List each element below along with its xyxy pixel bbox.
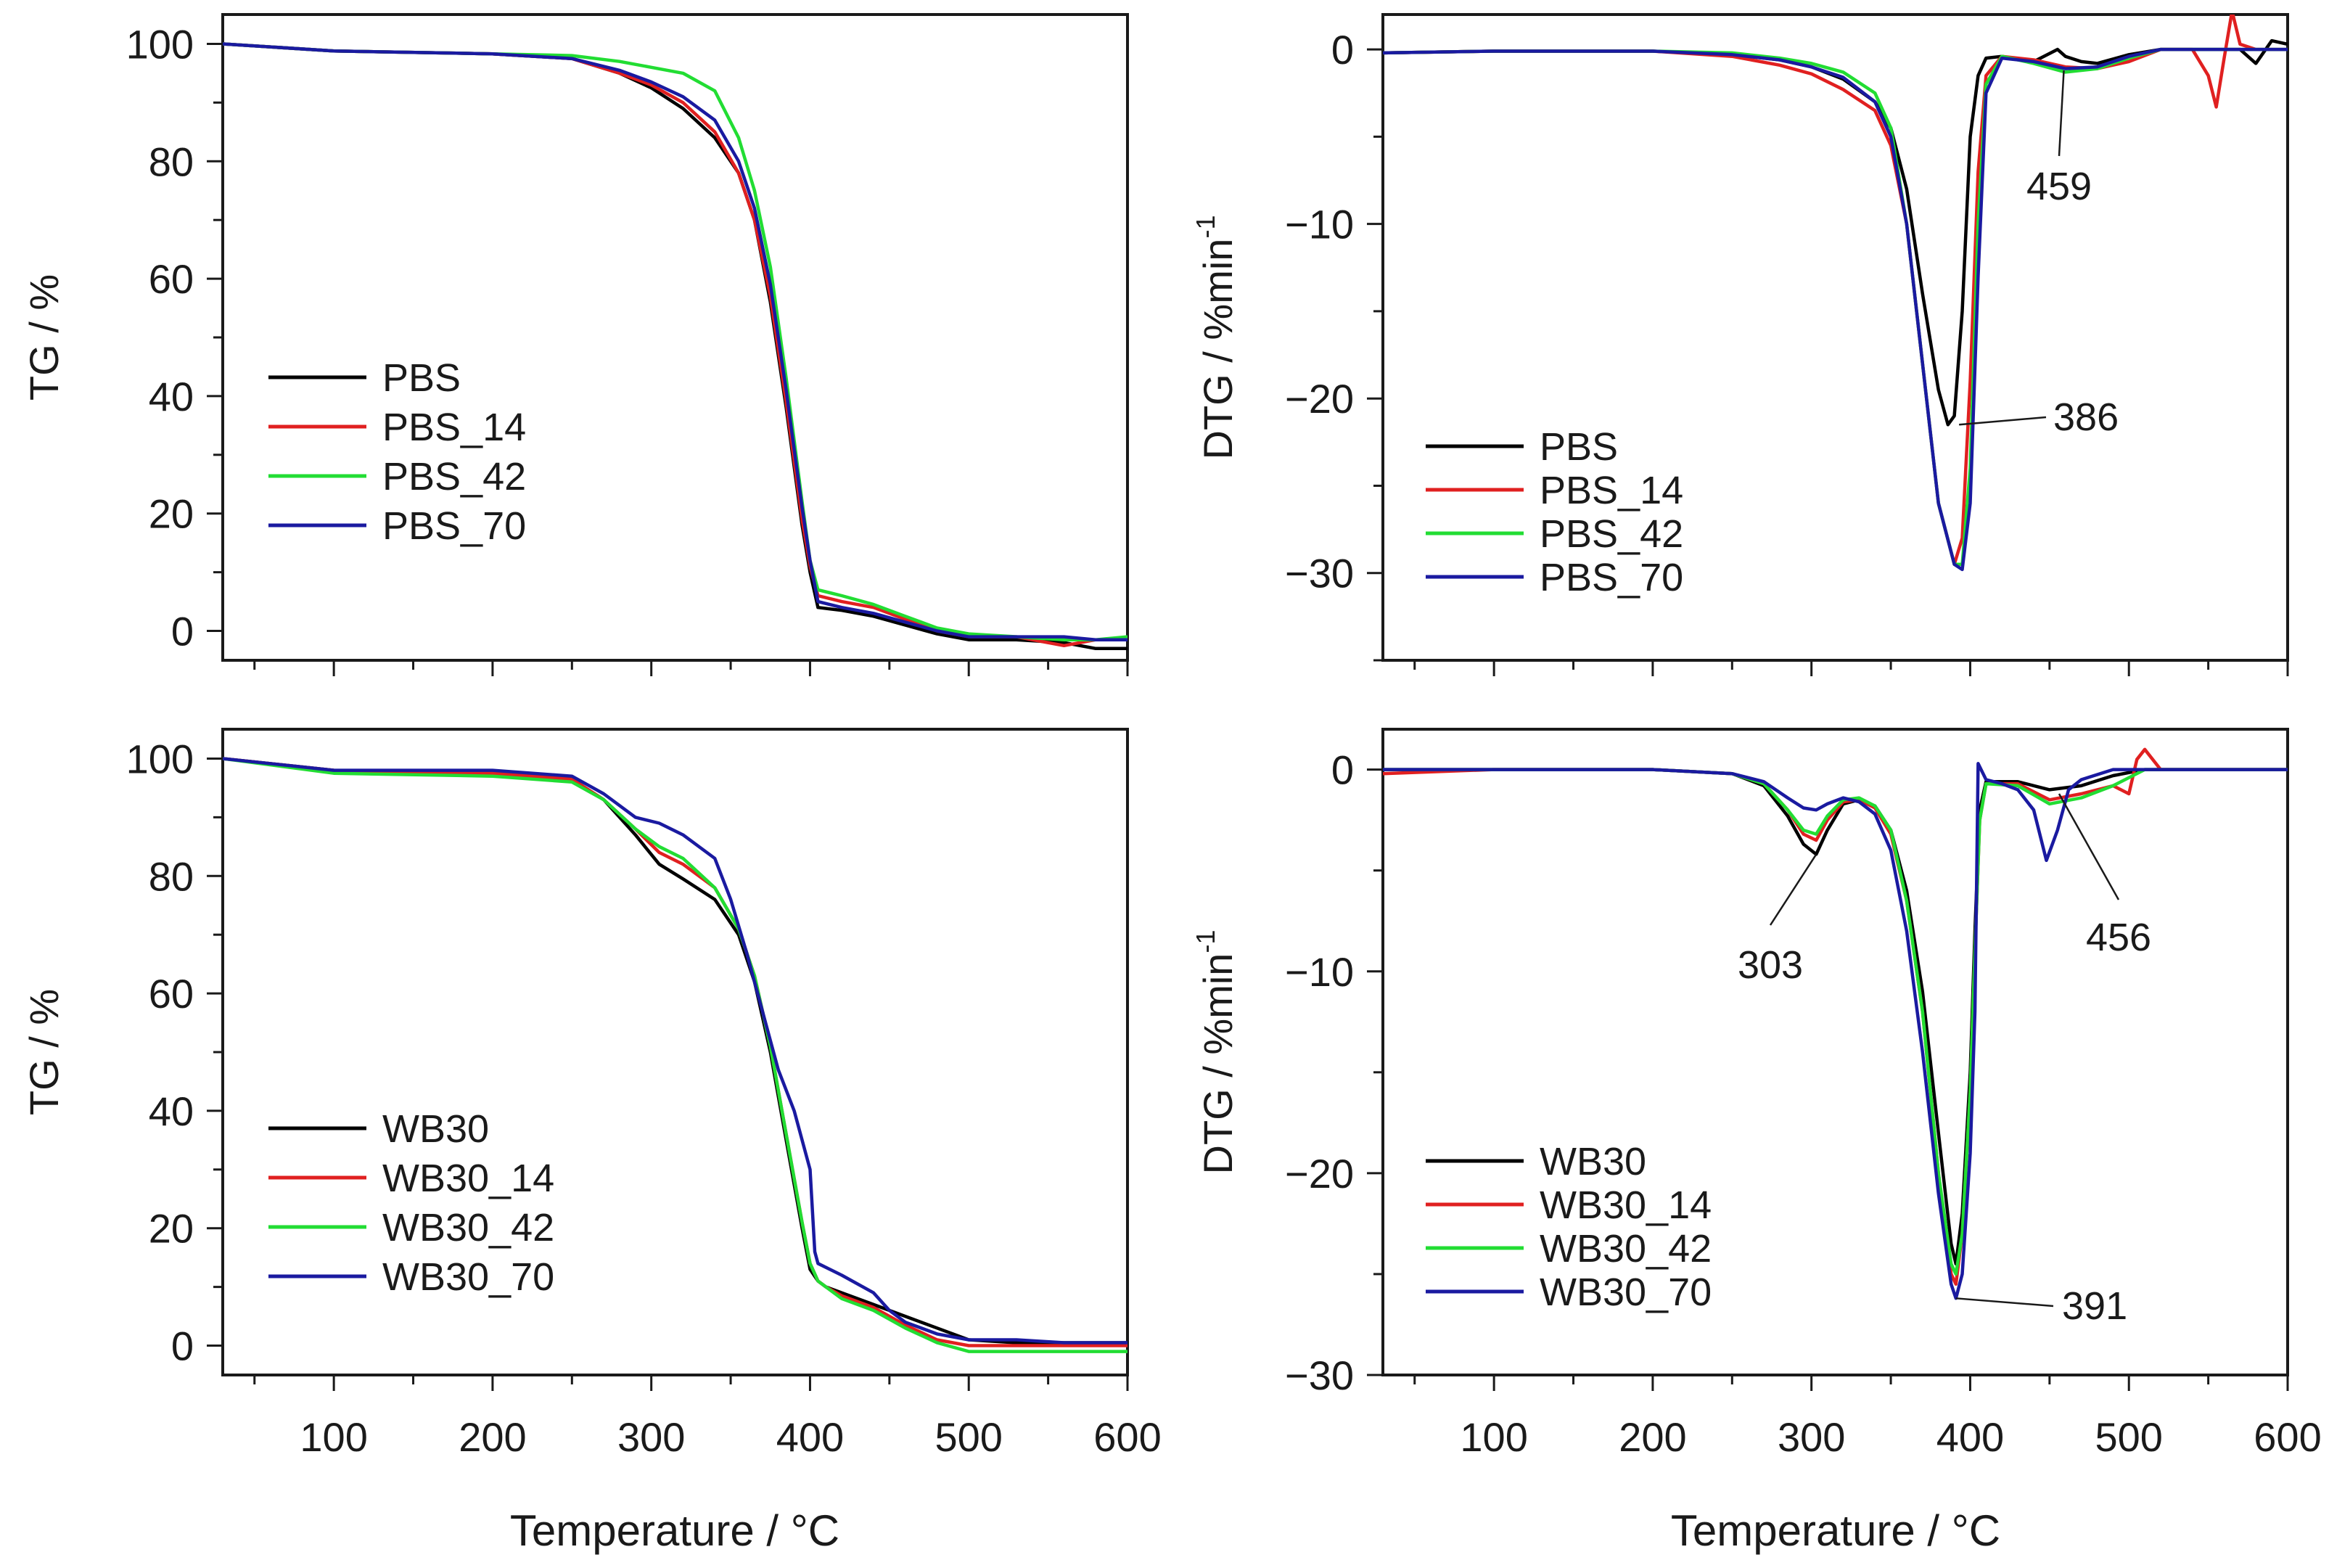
x-tick-label: 500 (2095, 1414, 2163, 1460)
series-line-pbs-14 (1383, 15, 2288, 566)
series-line-pbs-70 (223, 42, 1127, 641)
plot-frame (1381, 13, 2289, 662)
y-axis-label-main: DTG / %min (1195, 239, 1241, 460)
legend-label: PBS_42 (1540, 512, 1683, 556)
y-axis-label: TG / % (21, 274, 67, 401)
legend-label: WB30 (1540, 1140, 1646, 1183)
annotation-leader (2058, 70, 2065, 157)
peak-annotation: 303 (1738, 943, 1803, 987)
y-axis-label-main: DTG / %min (1195, 953, 1241, 1175)
legend-label: PBS_70 (382, 504, 526, 548)
legend-label: PBS_14 (1540, 469, 1683, 512)
y-tick-label: 60 (149, 256, 194, 302)
annotation-leader (1955, 1297, 2054, 1308)
y-tick-label: −10 (1285, 949, 1354, 995)
plot-frame (1381, 728, 2289, 1376)
y-tick-label: 0 (1331, 27, 1354, 73)
peak-annotation: 456 (2086, 916, 2151, 959)
y-axis-label: DTG / %min-1 (1191, 930, 1241, 1175)
y-tick-label: −30 (1285, 551, 1354, 596)
x-axis-label: Temperature / °C (1671, 1506, 2000, 1555)
x-tick-label: 200 (459, 1414, 526, 1460)
dtg-wb30-panel: DTG / %min-1 Temperature / °C 100 200 300 4… (1191, 728, 2322, 1555)
dtg-pbs-panel: DTG / %min-1 0 −10 −20 −30 PBSPBS_14PBS_42PB… (1191, 13, 2289, 676)
legend-label: WB30_14 (382, 1157, 554, 1200)
y-tick-label: −20 (1285, 1151, 1354, 1196)
plot-frame (221, 13, 1129, 662)
y-axis-label: DTG / %min-1 (1191, 216, 1241, 460)
series-line-pbs (223, 42, 1127, 651)
y-tick-label: 80 (149, 853, 194, 899)
x-tick-label: 400 (1936, 1414, 2004, 1460)
x-tick-label: 200 (1619, 1414, 1686, 1460)
series-line-wb30 (1383, 768, 2288, 1266)
x-tick-label: 500 (935, 1414, 1003, 1460)
x-tick-label: 400 (776, 1414, 844, 1460)
legend-label: PBS_14 (382, 406, 526, 449)
x-tick-label: 300 (617, 1414, 685, 1460)
legend-label: WB30 (382, 1107, 489, 1151)
series-line-pbs-70 (1383, 47, 2288, 572)
legend-label: PBS_70 (1540, 556, 1683, 599)
x-tick-label: 600 (2254, 1414, 2321, 1460)
x-axis-label: Temperature / °C (510, 1506, 839, 1555)
y-axis-label-superscript: -1 (1191, 930, 1220, 953)
x-tick-label: 300 (1778, 1414, 1845, 1460)
series-line-wb30-42 (1383, 768, 2288, 1276)
y-tick-label: 40 (149, 374, 194, 419)
y-tick-label: −30 (1285, 1352, 1354, 1398)
annotation-leader (1959, 416, 2047, 426)
peak-annotation: 459 (2026, 165, 2092, 208)
legend-label: WB30_42 (1540, 1227, 1712, 1271)
x-tick-label: 100 (300, 1414, 367, 1460)
series-line-wb30-14 (223, 757, 1127, 1347)
annotation-leader (2058, 793, 2120, 900)
y-tick-label: 100 (126, 21, 194, 67)
y-tick-label: 40 (149, 1088, 194, 1134)
y-tick-label: 20 (149, 1206, 194, 1252)
x-tick-label: 100 (1460, 1414, 1527, 1460)
series-line-pbs-42 (1383, 47, 2288, 566)
series-line-wb30-70 (1383, 762, 2288, 1300)
y-tick-label: 80 (149, 139, 194, 184)
legend-label: PBS_42 (382, 455, 526, 498)
annotation-leader (1769, 853, 1817, 926)
x-tick-label: 600 (1093, 1414, 1161, 1460)
series-line-pbs-14 (223, 42, 1127, 648)
y-tick-label: 0 (1331, 747, 1354, 793)
y-tick-label: 0 (171, 609, 194, 654)
series-line-pbs (1383, 38, 2288, 427)
y-tick-label: −20 (1285, 376, 1354, 422)
tg-pbs-panel: TG / % 0 20 40 60 80 100 PBS PBS_14 PBS_42 PBS_70 (21, 13, 1129, 676)
y-tick-label: 0 (171, 1323, 194, 1369)
y-tick-label: 20 (149, 491, 194, 537)
series-line-wb30-70 (223, 757, 1127, 1345)
series-line-pbs-42 (223, 42, 1127, 641)
legend-label: PBS (1540, 425, 1618, 469)
legend-label: WB30_42 (382, 1206, 554, 1249)
y-tick-label: 60 (149, 971, 194, 1017)
legend-label: WB30_70 (1540, 1271, 1712, 1314)
peak-annotation: 386 (2053, 395, 2119, 439)
legend-label: PBS (382, 356, 461, 400)
series-line-wb30-42 (223, 757, 1127, 1353)
legend-label: WB30_70 (382, 1255, 554, 1299)
y-tick-label: −10 (1285, 202, 1354, 247)
legend-label: WB30_14 (1540, 1183, 1712, 1227)
peak-annotation: 391 (2062, 1284, 2127, 1328)
y-axis-label: TG / % (21, 989, 67, 1115)
series-line-wb30 (223, 757, 1127, 1345)
y-tick-label: 100 (126, 736, 194, 781)
tg-wb30-panel: TG / % Temperature / °C 100 200 300 400 500 6… (21, 728, 1162, 1555)
y-axis-label-superscript: -1 (1191, 216, 1220, 239)
